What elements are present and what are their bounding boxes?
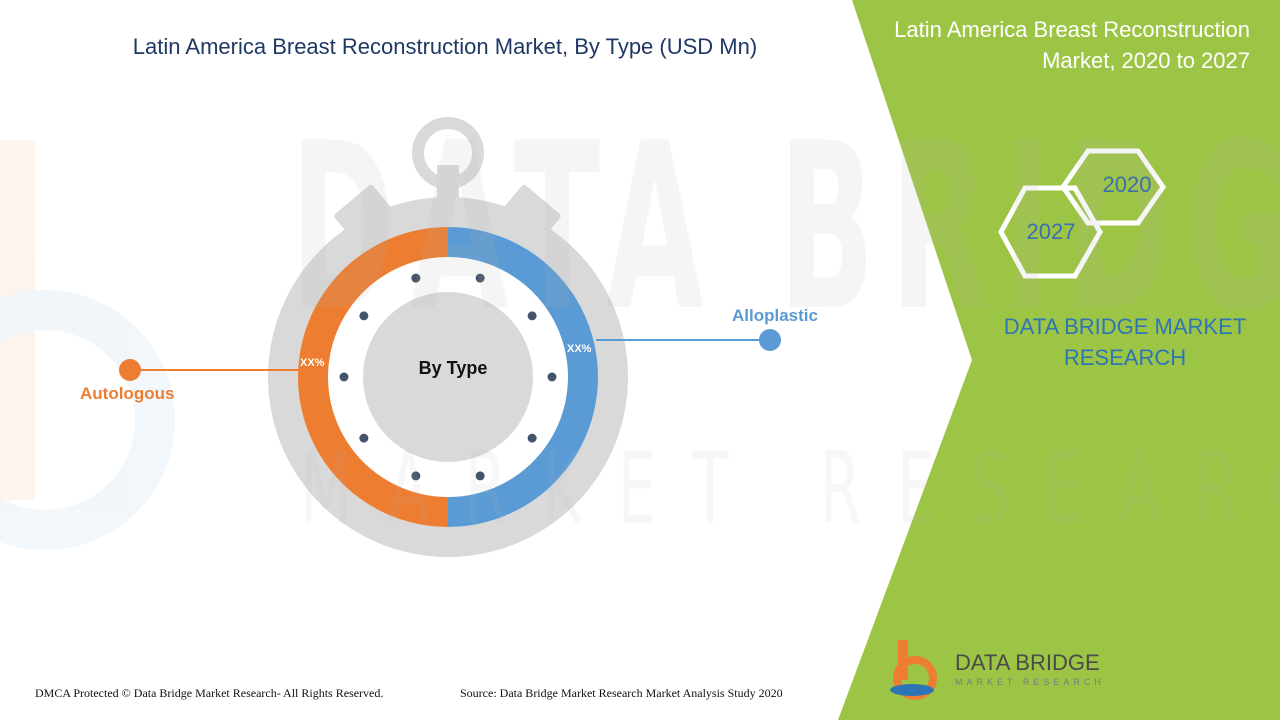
alloplastic-label: Alloplastic	[732, 306, 818, 325]
chart-title: Latin America Breast Reconstruction Mark…	[132, 34, 758, 59]
autologous-marker	[119, 359, 141, 381]
watermark-logo	[0, 140, 175, 550]
watermark-subtext: MARKET RESEARCH	[300, 430, 1280, 547]
logo-tagline: MARKET RESEARCH	[955, 677, 1105, 687]
side-panel-title: Latin America Breast Reconstruction Mark…	[894, 17, 1250, 73]
alloplastic-marker	[759, 329, 781, 351]
center-disc	[363, 292, 533, 462]
alloplastic-percent-label: XX%	[567, 343, 592, 355]
brand-text: DATA BRIDGE MARKET RESEARCH	[1003, 314, 1247, 370]
data-bridge-logo-mark	[890, 640, 937, 700]
logo-name: DATA BRIDGE	[955, 650, 1100, 675]
hexagon-2027	[998, 185, 1103, 279]
tick-dot	[359, 311, 369, 321]
autologous-percent-label: XX%	[300, 357, 325, 369]
stopwatch	[268, 117, 628, 557]
watermark-text: DATA BRIDGE	[290, 95, 1280, 362]
tick-dot	[475, 471, 485, 481]
year-end-label: 2027	[1026, 219, 1076, 244]
source-text: Source: Data Bridge Market Research Mark…	[460, 686, 783, 700]
autologous-label: Autologous	[80, 384, 175, 403]
tick-dot	[339, 372, 349, 382]
tick-dot	[411, 273, 421, 283]
hexagon-2020	[1059, 148, 1167, 226]
center-label: By Type	[418, 358, 488, 378]
tick-dot	[547, 372, 557, 382]
tick-dot	[411, 471, 421, 481]
green-side-panel	[838, 0, 1280, 720]
year-start-label: 2020	[1102, 172, 1152, 197]
tick-dot	[475, 273, 485, 283]
copyright-text: DMCA Protected © Data Bridge Market Rese…	[35, 686, 384, 700]
tick-dots	[339, 273, 557, 481]
tick-dot	[359, 433, 369, 443]
tick-dot	[527, 311, 537, 321]
tick-dot	[527, 433, 537, 443]
